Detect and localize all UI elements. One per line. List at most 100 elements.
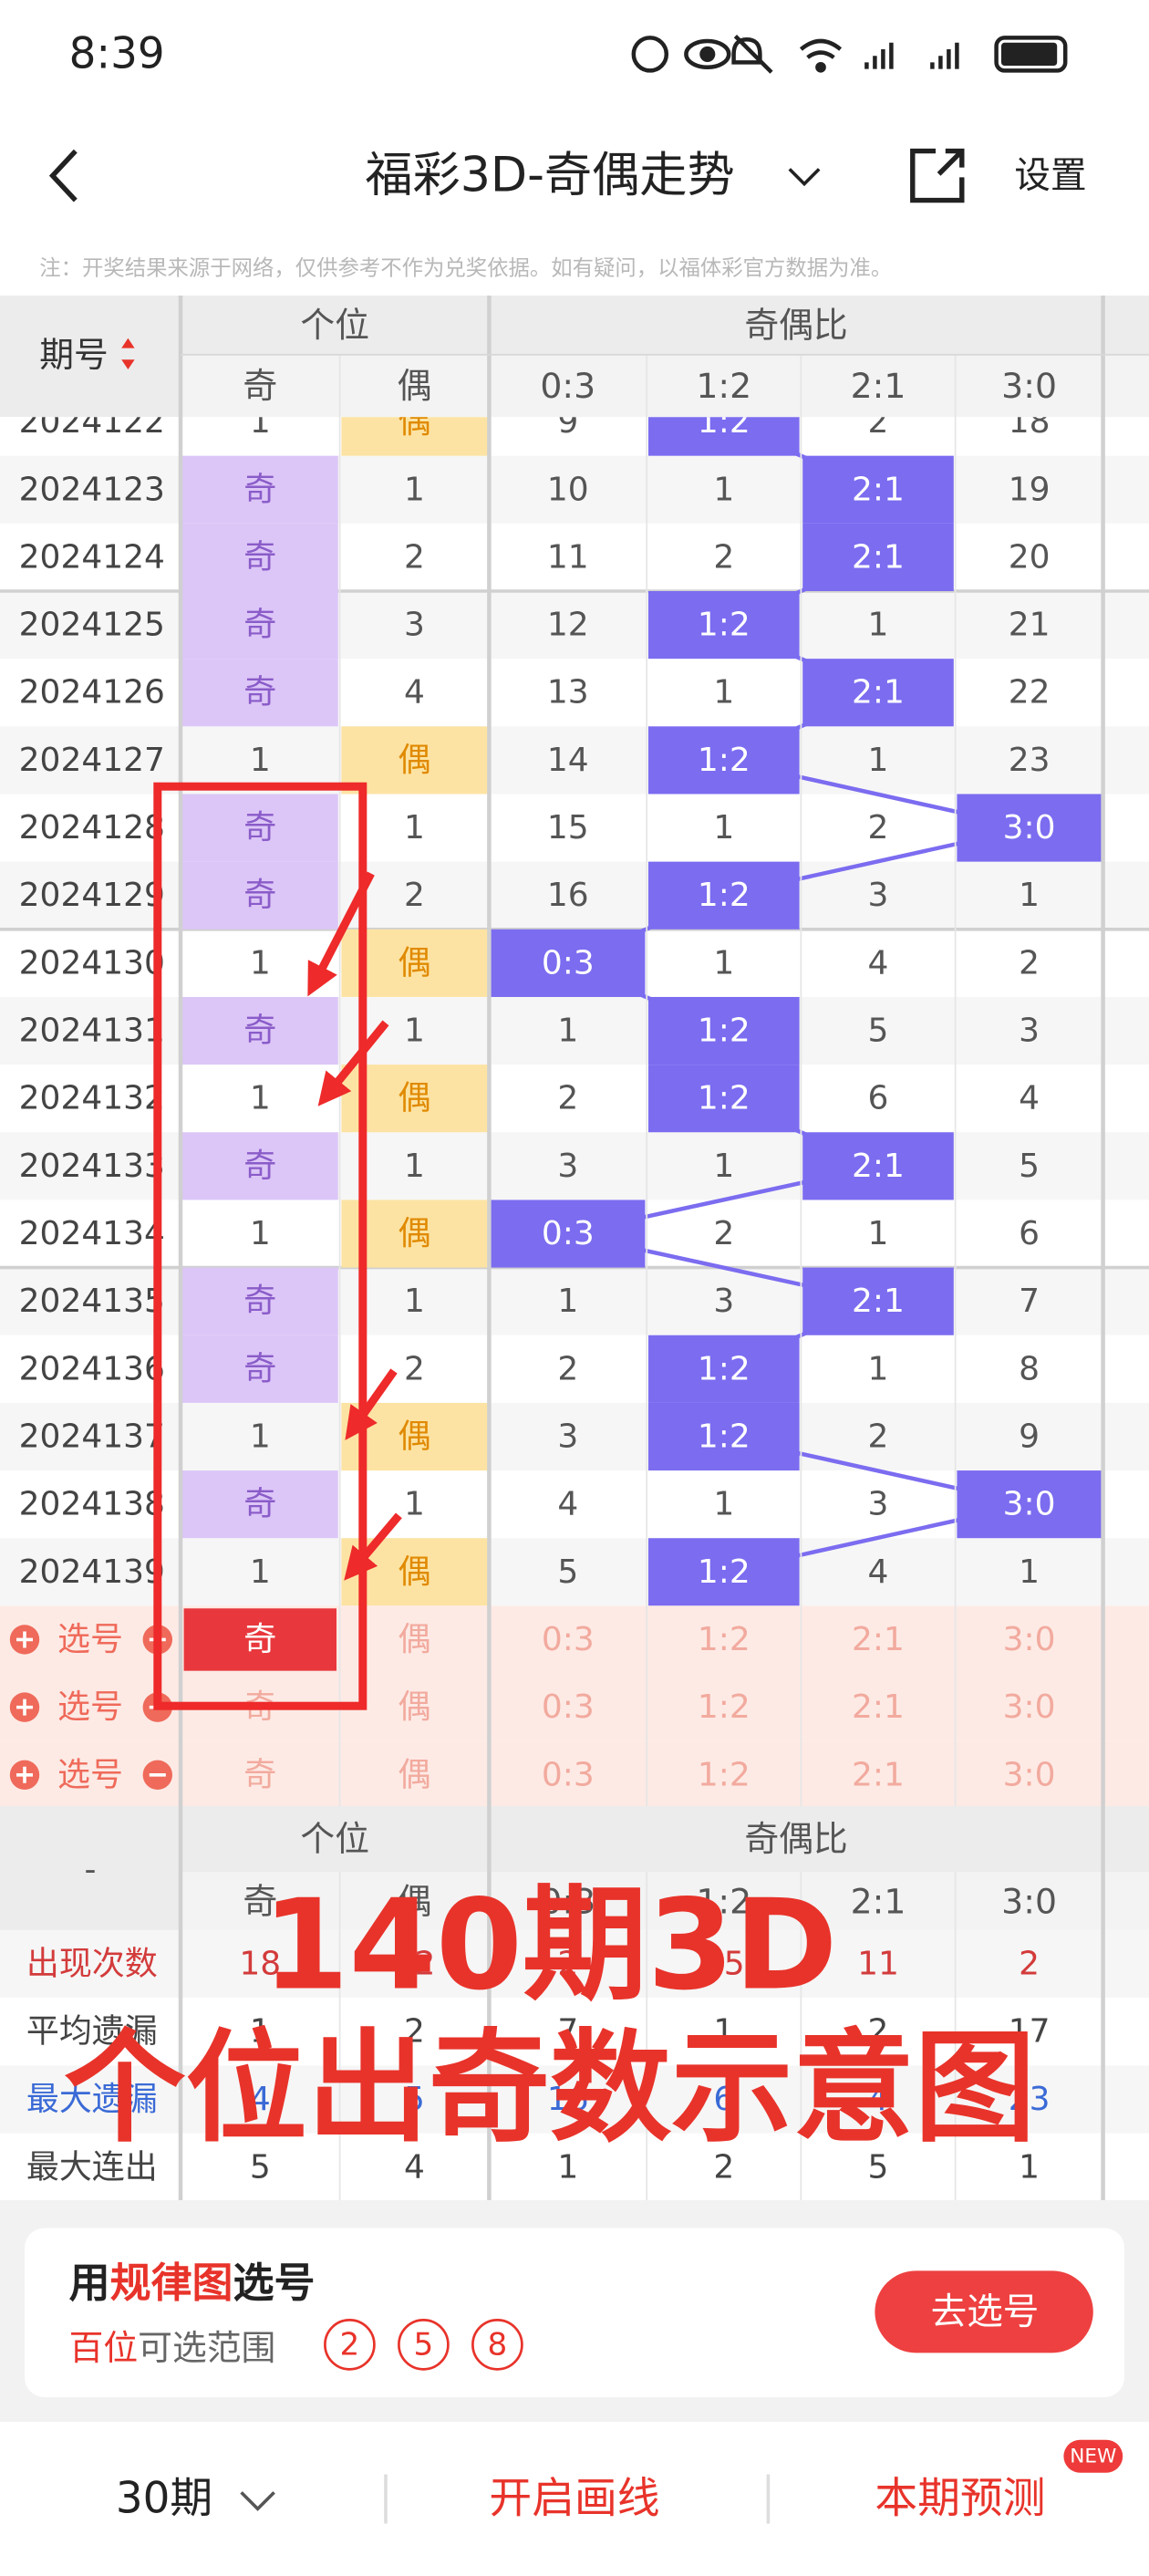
- share-button[interactable]: [910, 148, 965, 203]
- hit-label: 2:1: [852, 1148, 905, 1185]
- stats-value: 15: [703, 1945, 745, 1982]
- hit-cell: [181, 1267, 338, 1335]
- select-option[interactable]: 2:1: [852, 1756, 905, 1793]
- miss-count: 10: [547, 471, 589, 508]
- hit-cell: [647, 861, 800, 930]
- hit-label: 1:2: [698, 1418, 750, 1455]
- select-option[interactable]: 奇: [243, 1756, 276, 1793]
- select-option[interactable]: 1:2: [698, 1688, 750, 1726]
- period-dropdown[interactable]: [240, 2491, 275, 2511]
- hit-label: 2:1: [852, 471, 905, 508]
- hit-label: 奇: [243, 674, 276, 712]
- miss-count: 1: [557, 1013, 578, 1050]
- miss-count: 2: [557, 1080, 578, 1117]
- page-title[interactable]: 福彩3D-奇偶走势: [365, 149, 734, 203]
- miss-count: 2: [713, 538, 734, 576]
- select-button-bg[interactable]: [875, 2270, 1093, 2353]
- stats-label: 出现次数: [26, 1945, 158, 1982]
- select-option[interactable]: 0:3: [542, 1621, 595, 1658]
- predict-button[interactable]: 本期预测: [875, 2475, 1045, 2524]
- select-option[interactable]: 1:2: [698, 1756, 750, 1793]
- stats-value: 4: [250, 2081, 271, 2118]
- stats-value: 12: [394, 1945, 436, 1982]
- period: 2024123: [19, 471, 165, 508]
- miss-count: 19: [1009, 471, 1051, 508]
- period: 2024137: [19, 1418, 165, 1455]
- miss-count: 5: [868, 1013, 889, 1050]
- stats-row-bg: [0, 1998, 1149, 2066]
- select-option[interactable]: 3:0: [1003, 1621, 1056, 1658]
- hit-cell: [802, 455, 954, 524]
- stats-value: 5: [250, 2148, 271, 2186]
- settings-button[interactable]: 设置: [1014, 155, 1086, 197]
- back-button[interactable]: [48, 149, 78, 203]
- select-option[interactable]: 偶: [399, 1756, 431, 1793]
- miss-count: 13: [547, 674, 589, 712]
- select-button[interactable]: 去选号: [931, 2290, 1040, 2332]
- miss-count: 3: [868, 877, 889, 914]
- card-range-label: 可选范围: [138, 2328, 275, 2368]
- select-option[interactable]: 2:1: [852, 1621, 905, 1658]
- hit-label: 奇: [243, 1283, 276, 1320]
- miss-count: 2: [557, 1350, 578, 1387]
- miss-count: 3: [557, 1148, 578, 1185]
- select-option[interactable]: 偶: [399, 1688, 431, 1726]
- column-header: 偶: [398, 366, 432, 406]
- select-option[interactable]: 0:3: [542, 1688, 595, 1726]
- group-header: 奇偶比: [744, 305, 847, 345]
- miss-count: 4: [868, 944, 889, 982]
- period: 2024130: [19, 944, 165, 982]
- select-option[interactable]: 偶: [399, 1621, 431, 1658]
- period-selector[interactable]: 30期: [116, 2475, 212, 2524]
- select-option[interactable]: 3:0: [1003, 1756, 1056, 1793]
- hit-cell: [647, 1402, 800, 1471]
- select-label: 选号: [57, 1688, 123, 1726]
- row-bg: [0, 1402, 1149, 1471]
- miss-count: 3: [1019, 1013, 1040, 1050]
- select-option[interactable]: 3:0: [1003, 1688, 1056, 1726]
- stats-row-bg: [0, 2133, 1149, 2201]
- stats-value: 6: [713, 2081, 734, 2118]
- range-number: 2: [340, 2326, 360, 2363]
- period-header: 期号: [39, 335, 109, 375]
- hit-label: 偶: [399, 742, 431, 779]
- miss-count: 1: [250, 1080, 271, 1117]
- stats-group-header: 个位: [300, 1819, 369, 1859]
- title-dropdown[interactable]: [788, 168, 821, 187]
- stats-label: 最大连出: [26, 2148, 158, 2186]
- status-time: 8:39: [69, 29, 165, 78]
- hit-label: 奇: [243, 877, 276, 914]
- miss-count: 1: [404, 1486, 425, 1523]
- hit-cell: [802, 523, 954, 591]
- card-prefix: 用: [69, 2258, 110, 2306]
- miss-count: 20: [1009, 538, 1051, 576]
- new-badge: NEW: [1070, 2445, 1116, 2467]
- stats-row-bg: [0, 1929, 1149, 1998]
- period: 2024127: [19, 742, 165, 779]
- number-circle: [324, 2319, 376, 2371]
- hit-label: 1:2: [698, 403, 750, 441]
- miss-count: 18: [1009, 403, 1051, 441]
- add-icon-plus: [16, 1698, 34, 1716]
- hit-label: 1:2: [698, 877, 750, 914]
- column-header: 1:2: [696, 366, 751, 406]
- card-position: 百位: [69, 2328, 139, 2368]
- hit-cell: [181, 590, 338, 660]
- hit-cell: [802, 1132, 954, 1200]
- hit-cell: [491, 1200, 646, 1268]
- miss-count: 2: [868, 403, 889, 441]
- select-option[interactable]: 2:1: [852, 1688, 905, 1726]
- miss-count: 16: [547, 877, 589, 914]
- add-icon-plus: [16, 1631, 34, 1648]
- hit-cell: [647, 726, 800, 795]
- select-option[interactable]: 0:3: [542, 1756, 595, 1793]
- range-number: 5: [414, 2326, 434, 2363]
- card-title: 用规律图选号: [69, 2258, 316, 2306]
- draw-lines-button[interactable]: 开启画线: [489, 2475, 659, 2524]
- select-option[interactable]: 奇: [243, 1621, 276, 1658]
- select-option[interactable]: 1:2: [698, 1621, 750, 1658]
- miss-count: 2: [868, 809, 889, 847]
